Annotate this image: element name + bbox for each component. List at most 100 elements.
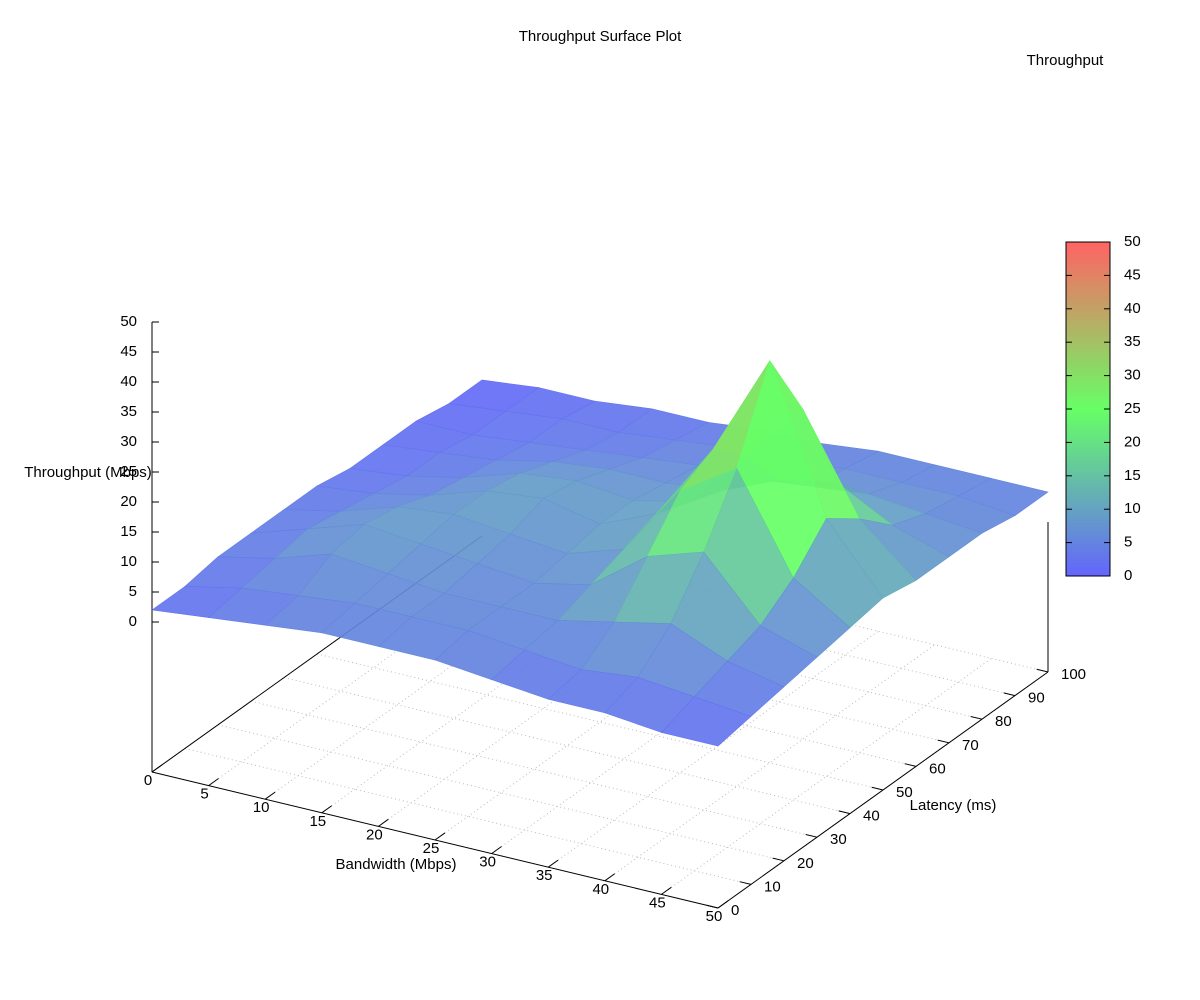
x-tick-label: 40 xyxy=(592,881,609,898)
y-tick-label: 80 xyxy=(995,713,1012,730)
colorbar-band xyxy=(1066,348,1110,353)
colorbar-band xyxy=(1066,432,1110,437)
colorbar-band xyxy=(1066,482,1110,487)
colorbar-band xyxy=(1066,308,1110,313)
z-tick-label: 25 xyxy=(120,463,137,480)
colorbar-band xyxy=(1066,415,1110,420)
colorbar-band xyxy=(1066,272,1110,276)
y-tick xyxy=(838,810,851,815)
colorbar-band xyxy=(1066,292,1110,296)
colorbar-band xyxy=(1066,335,1110,340)
x-tick xyxy=(434,832,446,841)
grid-line xyxy=(217,724,785,862)
y-tick xyxy=(1036,668,1049,673)
colorbar-band xyxy=(1066,362,1110,367)
colorbar-tick-label: 45 xyxy=(1124,266,1141,283)
colorbar-band xyxy=(1066,265,1110,270)
y-tick xyxy=(904,763,917,767)
colorbar-band xyxy=(1066,492,1110,497)
colorbar-tick-label: 10 xyxy=(1124,500,1141,517)
x-tick-label: 10 xyxy=(253,799,270,816)
colorbar-band xyxy=(1066,425,1110,430)
x-tick xyxy=(378,818,389,827)
y-tick xyxy=(937,739,950,744)
colorbar-band xyxy=(1066,449,1110,453)
colorbar-band xyxy=(1066,298,1110,303)
colorbar-band xyxy=(1066,385,1110,390)
colorbar-band xyxy=(1066,245,1110,250)
y-tick-label: 0 xyxy=(731,902,739,919)
colorbar-band xyxy=(1066,278,1110,283)
colorbar-band xyxy=(1066,539,1110,544)
surface-cell xyxy=(660,696,752,747)
colorbar-band xyxy=(1066,422,1110,427)
colorbar-band xyxy=(1066,429,1110,433)
y-tick xyxy=(970,715,983,720)
x-tick-label: 0 xyxy=(144,772,152,789)
colorbar-band xyxy=(1066,489,1110,493)
x-tick xyxy=(264,791,276,800)
y-axis-label: Latency (ms) xyxy=(910,797,997,814)
colorbar-band xyxy=(1066,372,1110,377)
x-tick-label: 35 xyxy=(536,867,553,884)
y-tick xyxy=(805,833,818,838)
z-tick-label: 30 xyxy=(120,433,137,450)
x-tick-label: 5 xyxy=(200,786,208,803)
colorbar-band xyxy=(1066,312,1110,316)
colorbar-band xyxy=(1066,409,1110,413)
colorbar-band xyxy=(1066,248,1110,253)
colorbar-tick-label: 20 xyxy=(1124,433,1141,450)
colorbar-band xyxy=(1066,435,1110,440)
colorbar-band xyxy=(1066,368,1110,373)
colorbar-band xyxy=(1066,395,1110,400)
colorbar-band xyxy=(1066,505,1110,510)
colorbar-band xyxy=(1066,255,1110,260)
z-tick-label: 10 xyxy=(120,553,137,570)
y-tick-label: 20 xyxy=(797,855,814,872)
colorbar-band xyxy=(1066,285,1110,290)
y-tick-label: 60 xyxy=(929,760,946,777)
colorbar-band xyxy=(1066,502,1110,507)
colorbar-band xyxy=(1066,378,1110,383)
x-tick-label: 15 xyxy=(309,813,326,830)
colorbar-band xyxy=(1066,445,1110,450)
z-tick-label: 5 xyxy=(129,583,137,600)
colorbar-band xyxy=(1066,512,1110,517)
colorbar-band xyxy=(1066,402,1110,407)
colorbar-band xyxy=(1066,252,1110,256)
colorbar-band xyxy=(1066,475,1110,480)
colorbar-band xyxy=(1066,499,1110,504)
colorbar-tick-label: 40 xyxy=(1124,300,1141,317)
colorbar-band xyxy=(1066,472,1110,477)
colorbar-band xyxy=(1066,262,1110,266)
z-tick-label: 20 xyxy=(120,493,137,510)
colorbar-band xyxy=(1066,559,1110,564)
colorbar-band xyxy=(1066,365,1110,370)
z-tick-label: 45 xyxy=(120,343,137,360)
colorbar-band xyxy=(1066,295,1110,300)
y-tick-label: 40 xyxy=(863,808,880,825)
colorbar-band xyxy=(1066,242,1110,246)
y-tick xyxy=(739,881,752,885)
colorbar-band xyxy=(1066,572,1110,577)
colorbar-band xyxy=(1066,565,1110,570)
colorbar-band xyxy=(1066,275,1110,280)
colorbar-band xyxy=(1066,542,1110,547)
colorbar-tick-label: 15 xyxy=(1124,467,1141,484)
colorbar-band xyxy=(1066,535,1110,540)
colorbar-tick-label: 30 xyxy=(1124,367,1141,384)
colorbar-band xyxy=(1066,479,1110,483)
colorbar-band xyxy=(1066,545,1110,550)
colorbar-band xyxy=(1066,382,1110,387)
y-tick xyxy=(871,786,884,791)
colorbar-band xyxy=(1066,322,1110,326)
colorbar-band xyxy=(1066,302,1110,306)
colorbar-band xyxy=(1066,268,1110,273)
colorbar-band xyxy=(1066,338,1110,343)
colorbar-band xyxy=(1066,562,1110,567)
y-tick-label: 70 xyxy=(962,737,979,754)
colorbar-band xyxy=(1066,375,1110,380)
y-tick xyxy=(772,857,785,862)
